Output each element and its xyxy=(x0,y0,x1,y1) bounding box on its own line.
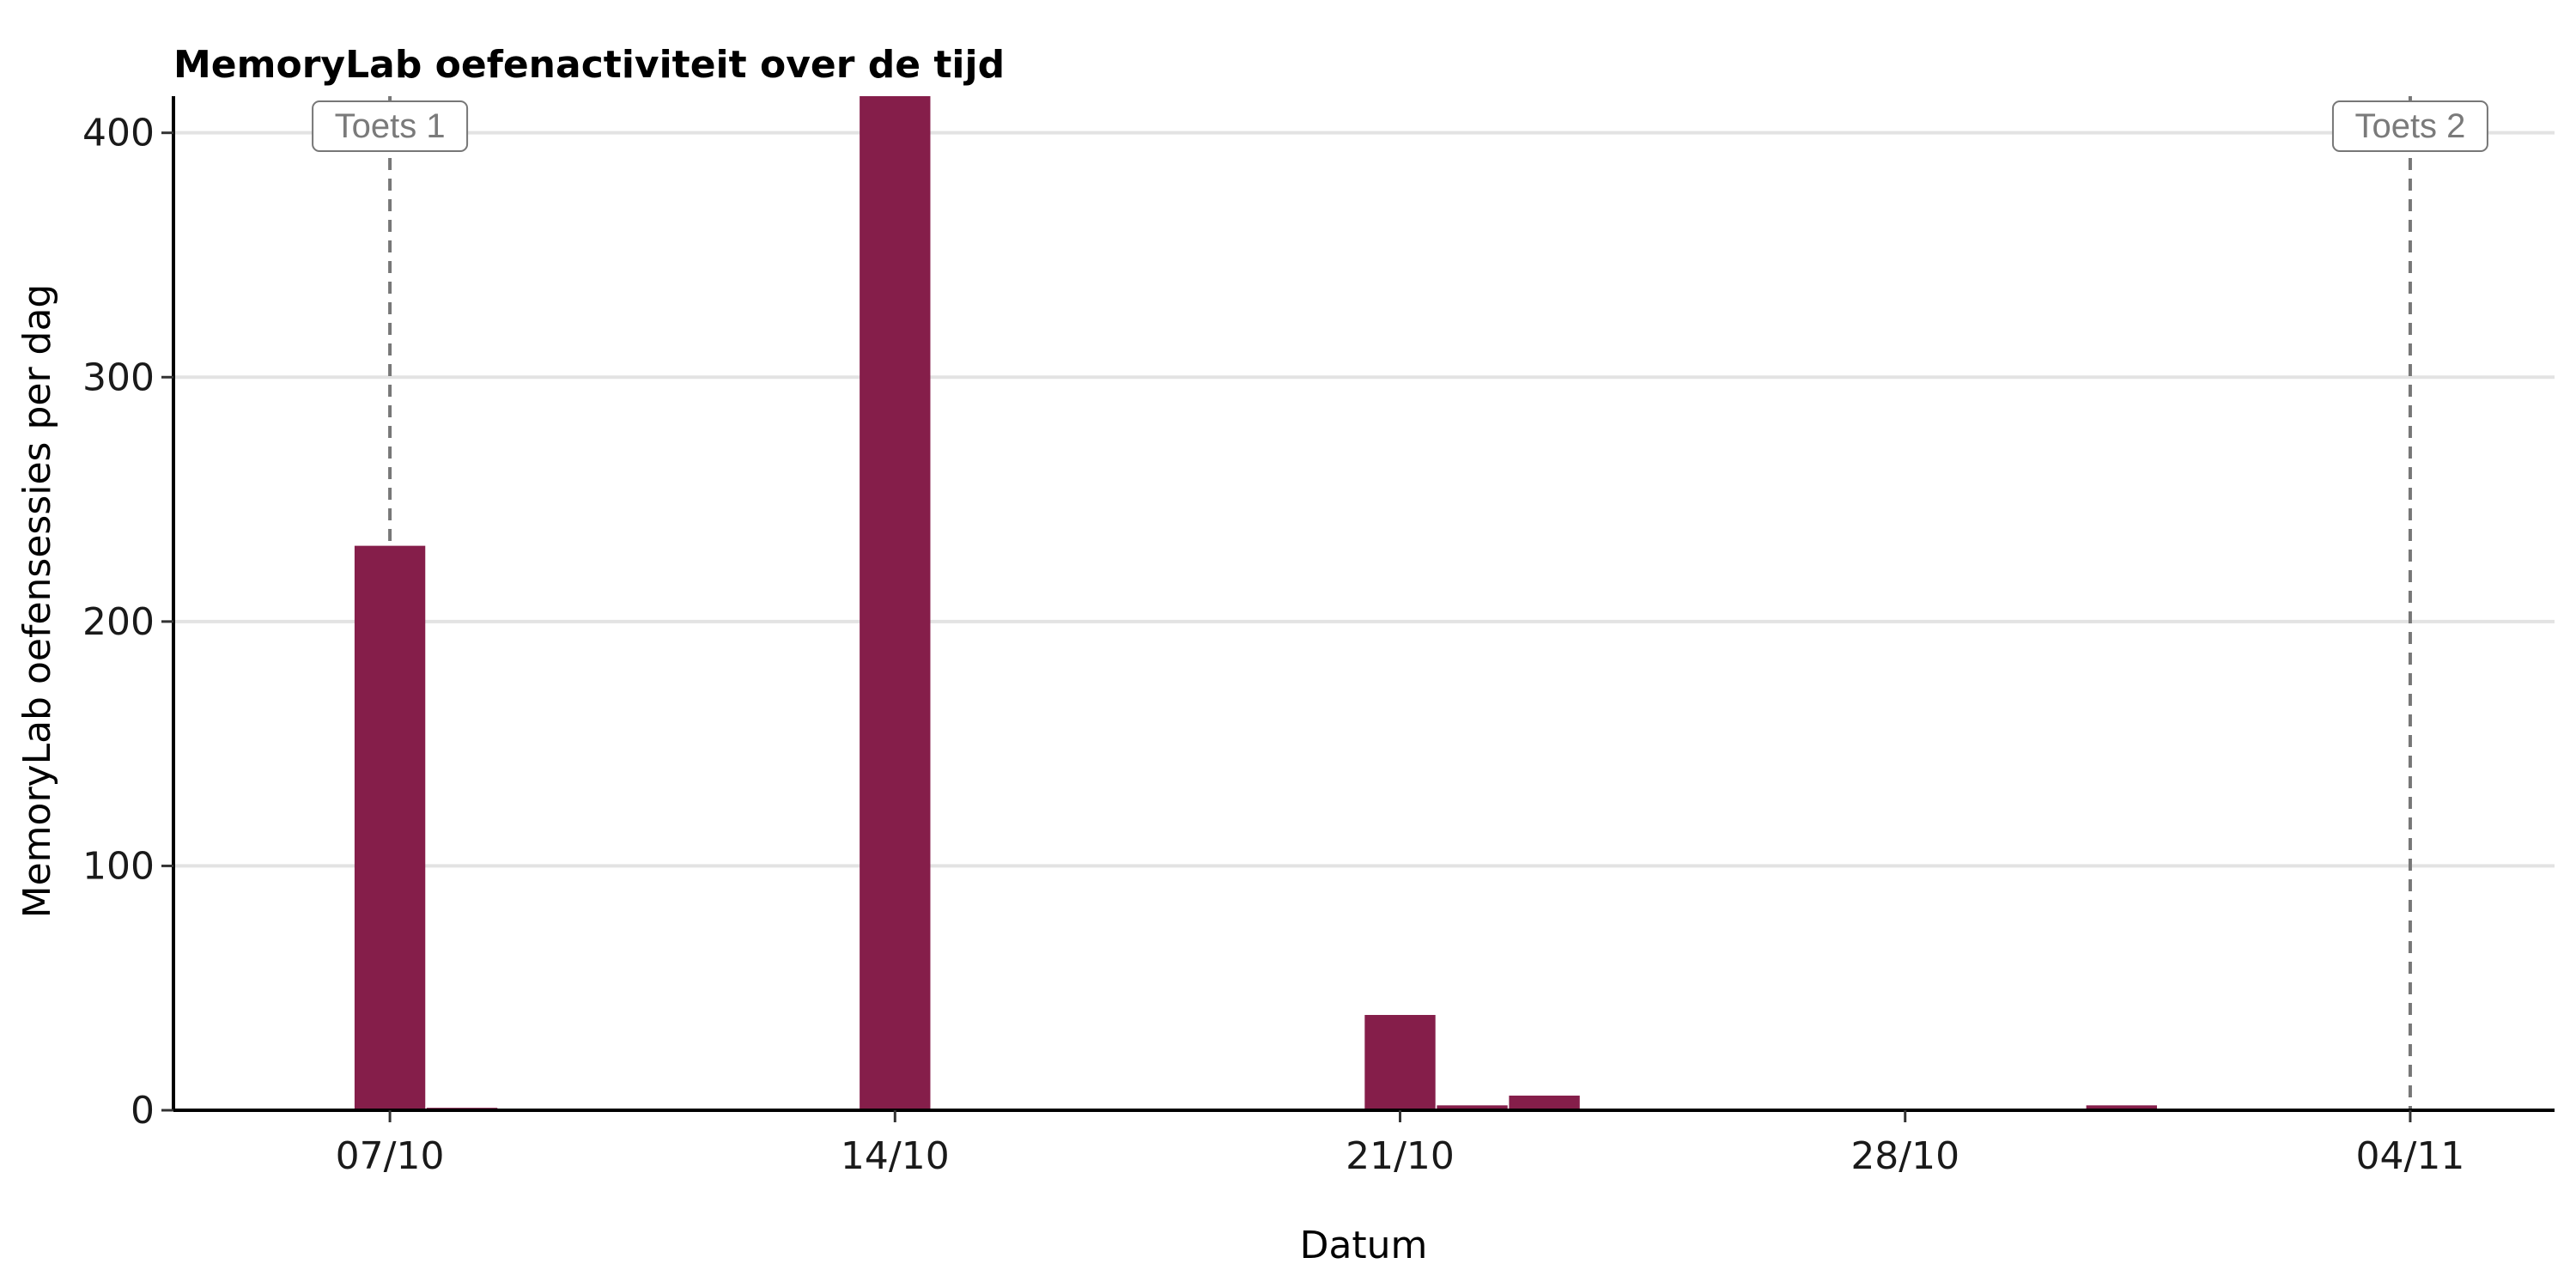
annotation-label-box xyxy=(312,100,469,152)
x-tick-label: 14/10 xyxy=(841,1134,950,1178)
gridlines xyxy=(173,131,2555,868)
bar xyxy=(1509,1095,1580,1110)
bar xyxy=(354,545,426,1110)
x-tick-label: 07/10 xyxy=(336,1134,445,1178)
y-tick-label: 300 xyxy=(82,355,155,399)
annotation-label-box xyxy=(2331,100,2488,152)
bars xyxy=(354,96,2157,1110)
y-axis-title: MemoryLab oefensessies per dag xyxy=(15,284,59,919)
bar xyxy=(1437,1105,1508,1110)
y-tick-label: 400 xyxy=(82,112,155,155)
x-axis-title: Datum xyxy=(1300,1224,1428,1267)
annotation-lines xyxy=(388,96,2412,1110)
x-tick-label: 28/10 xyxy=(1850,1134,1959,1178)
annotation-label: Toets 1 xyxy=(335,107,446,145)
y-tick-label: 200 xyxy=(82,600,155,644)
bar xyxy=(2086,1105,2157,1110)
bar xyxy=(860,96,931,1110)
bar xyxy=(1364,1015,1436,1110)
y-tick-label: 100 xyxy=(82,844,155,888)
x-tick-label: 21/10 xyxy=(1346,1134,1455,1178)
annotation-label: Toets 2 xyxy=(2354,107,2465,145)
x-tick-label: 04/11 xyxy=(2356,1134,2465,1178)
axis-ticks: 0 100 200 300 400 07/10 14/10 21/10 28/10 04/11 xyxy=(82,112,2464,1178)
chart-title: MemoryLab oefenactiviteit over de tijd xyxy=(173,43,1005,87)
y-tick-label: 0 xyxy=(131,1089,155,1133)
annotation-labels: Toets 1 Toets 2 xyxy=(312,100,2488,152)
